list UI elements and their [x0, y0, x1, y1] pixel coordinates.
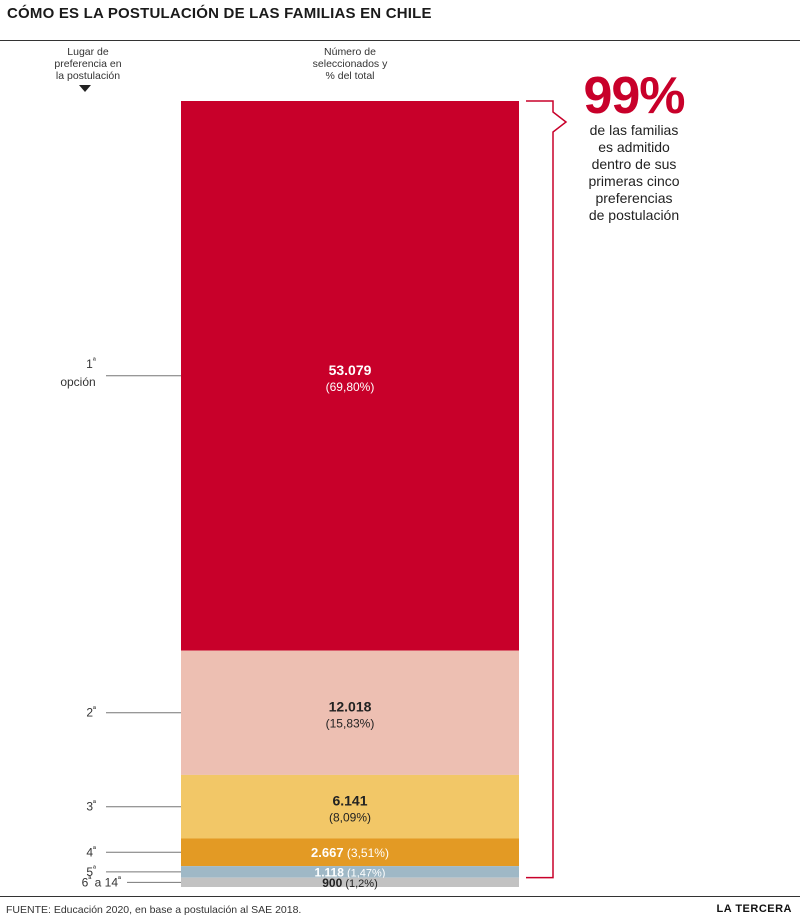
bar-segment [181, 650, 519, 775]
segment-percent: (1,47%) [344, 867, 386, 879]
callout-line-1: de las familias [589, 122, 679, 138]
callout-line-2: es admitido [598, 139, 670, 155]
segment-value-label: 1.118 (1,47%) [315, 865, 386, 879]
category-label: 4ª [86, 844, 96, 859]
category-label: 5ª [86, 864, 96, 879]
bar-segment [181, 774, 519, 839]
mid-header-line-3: % del total [325, 70, 375, 82]
left-column-header: Lugar de preferencia en la postulación [48, 46, 128, 82]
mid-column-header: Número de seleccionados y % del total [300, 46, 400, 82]
segment-percent: (3,51%) [344, 846, 389, 860]
bar-segment [181, 866, 519, 878]
segment-value-label: 53.079 [329, 362, 372, 378]
bracket-first-five [526, 100, 568, 879]
category-label: 2ª [86, 705, 96, 720]
callout-line-4: primeras cinco [588, 173, 680, 189]
mid-header-line-2: seleccionados y [312, 58, 388, 70]
segment-value: 900 [322, 876, 342, 890]
segment-value-label: 12.018 [329, 699, 372, 715]
bar-segment [181, 877, 519, 887]
category-label: 6ª a 14ª [82, 874, 121, 889]
footer-divider [0, 896, 800, 897]
down-triangle-icon [79, 85, 91, 92]
segment-value: 2.667 [311, 845, 344, 860]
callout-text: de las familias es admitido dentro de su… [574, 122, 694, 224]
callout-line-3: dentro de sus [591, 156, 677, 172]
category-label: 1ª [86, 356, 96, 371]
bar-segment [181, 101, 519, 651]
left-header-line-2: preferencia en [54, 58, 122, 70]
mid-header-line-1: Número de [324, 46, 376, 58]
source-note: FUENTE: Educación 2020, en base a postul… [6, 904, 302, 916]
segment-percent-label: (69,80%) [326, 380, 375, 394]
segment-value: 1.118 [315, 865, 345, 879]
brand-logo-text: LA TERCERA [716, 903, 792, 915]
category-label: 3ª [86, 799, 96, 814]
category-label-sub: opción [60, 375, 95, 389]
segment-value-label: 2.667 (3,51%) [311, 845, 389, 860]
callout-percentage: 99% [583, 67, 685, 125]
segment-value-label: 6.141 [332, 793, 367, 809]
segment-value-label: 900 (1,2%) [322, 876, 378, 890]
chart-title: CÓMO ES LA POSTULACIÓN DE LAS FAMILIAS E… [7, 5, 432, 22]
bar-segment [181, 838, 519, 867]
callout-line-5: preferencias [595, 190, 673, 206]
segment-percent-label: (8,09%) [329, 811, 371, 825]
callout-line-6: de postulación [588, 207, 680, 223]
left-header-line-3: la postulación [55, 70, 121, 82]
segment-percent-label: (15,83%) [326, 717, 375, 731]
left-header-line-1: Lugar de [67, 46, 109, 58]
segment-percent: (1,2%) [342, 878, 377, 890]
title-divider [0, 40, 800, 41]
